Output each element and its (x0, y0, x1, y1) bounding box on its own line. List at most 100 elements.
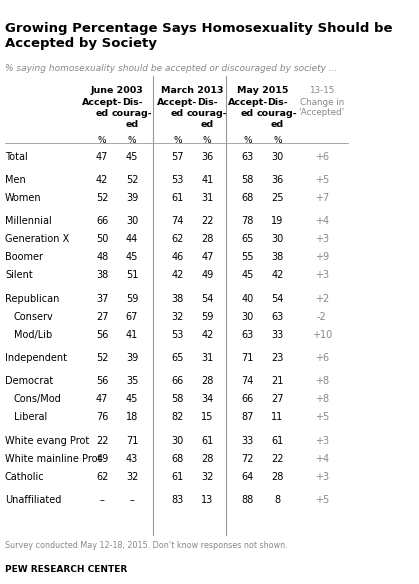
Text: 45: 45 (126, 252, 138, 262)
Text: Democrat: Democrat (5, 376, 53, 386)
Text: %: % (273, 136, 282, 145)
Text: 55: 55 (241, 252, 254, 262)
Text: 31: 31 (201, 353, 213, 363)
Text: 47: 47 (96, 152, 109, 162)
Text: 50: 50 (96, 234, 109, 244)
Text: 42: 42 (171, 270, 184, 280)
Text: 39: 39 (126, 193, 138, 203)
Text: 22: 22 (96, 436, 109, 446)
Text: %: % (203, 136, 212, 145)
Text: 19: 19 (271, 217, 284, 227)
Text: March 2013: March 2013 (161, 86, 224, 95)
Text: 28: 28 (201, 454, 214, 464)
Text: Survey conducted May 12-18, 2015. Don’t know responses not shown.: Survey conducted May 12-18, 2015. Don’t … (5, 541, 287, 550)
Text: 45: 45 (241, 270, 254, 280)
Text: +9: +9 (315, 252, 329, 262)
Text: 8: 8 (274, 495, 280, 505)
Text: 63: 63 (241, 330, 253, 340)
Text: Accept-: Accept- (158, 99, 198, 107)
Text: 65: 65 (241, 234, 254, 244)
Text: ed: ed (201, 120, 214, 129)
Text: Dis-: Dis- (197, 99, 217, 107)
Text: 65: 65 (171, 353, 184, 363)
Text: 59: 59 (126, 294, 138, 304)
Text: courag-: courag- (257, 109, 297, 119)
Text: 76: 76 (96, 412, 109, 422)
Text: ed: ed (271, 120, 284, 129)
Text: 78: 78 (241, 217, 254, 227)
Text: 31: 31 (201, 193, 213, 203)
Text: 66: 66 (241, 394, 253, 404)
Text: 71: 71 (126, 436, 138, 446)
Text: 28: 28 (201, 234, 214, 244)
Text: 54: 54 (201, 294, 214, 304)
Text: 37: 37 (96, 294, 109, 304)
Text: 13-15: 13-15 (309, 86, 334, 95)
Text: %: % (128, 136, 136, 145)
Text: Boomer: Boomer (5, 252, 43, 262)
Text: Accept-: Accept- (82, 99, 122, 107)
Text: Liberal: Liberal (14, 412, 47, 422)
Text: 32: 32 (171, 312, 184, 322)
Text: Men: Men (5, 175, 26, 185)
Text: –: – (100, 495, 105, 505)
Text: 45: 45 (126, 152, 138, 162)
Text: Women: Women (5, 193, 41, 203)
Text: 30: 30 (126, 217, 138, 227)
Text: 42: 42 (271, 270, 284, 280)
Text: 88: 88 (241, 495, 253, 505)
Text: 74: 74 (241, 376, 254, 386)
Text: % saying homosexuality should be accepted or discouraged by society ...: % saying homosexuality should be accepte… (5, 64, 337, 72)
Text: 27: 27 (96, 312, 109, 322)
Text: 36: 36 (201, 152, 213, 162)
Text: 62: 62 (171, 234, 184, 244)
Text: 15: 15 (201, 412, 214, 422)
Text: 63: 63 (241, 152, 253, 162)
Text: 28: 28 (201, 376, 214, 386)
Text: 61: 61 (171, 193, 184, 203)
Text: %: % (243, 136, 252, 145)
Text: 30: 30 (171, 436, 184, 446)
Text: +6: +6 (315, 353, 329, 363)
Text: 59: 59 (201, 312, 214, 322)
Text: 30: 30 (241, 312, 253, 322)
Text: +7: +7 (315, 193, 329, 203)
Text: 56: 56 (96, 330, 109, 340)
Text: Conserv: Conserv (14, 312, 53, 322)
Text: May 2015: May 2015 (237, 86, 288, 95)
Text: +5: +5 (315, 495, 329, 505)
Text: 30: 30 (271, 152, 284, 162)
Text: 30: 30 (271, 234, 284, 244)
Text: ‘Accepted’: ‘Accepted’ (299, 108, 345, 117)
Text: 54: 54 (271, 294, 284, 304)
Text: 13: 13 (201, 495, 213, 505)
Text: courag-: courag- (187, 109, 228, 119)
Text: 42: 42 (96, 175, 109, 185)
Text: Millennial: Millennial (5, 217, 52, 227)
Text: Dis-: Dis- (267, 99, 288, 107)
Text: 41: 41 (126, 330, 138, 340)
Text: 67: 67 (126, 312, 138, 322)
Text: +3: +3 (315, 234, 329, 244)
Text: courag-: courag- (112, 109, 153, 119)
Text: ed: ed (241, 109, 254, 119)
Text: 71: 71 (241, 353, 254, 363)
Text: 47: 47 (201, 252, 214, 262)
Text: 22: 22 (271, 454, 284, 464)
Text: 47: 47 (96, 394, 109, 404)
Text: 53: 53 (171, 175, 184, 185)
Text: 45: 45 (126, 394, 138, 404)
Text: June 2003: June 2003 (91, 86, 143, 95)
Text: +3: +3 (315, 471, 329, 482)
Text: 53: 53 (171, 330, 184, 340)
Text: 49: 49 (201, 270, 213, 280)
Text: +3: +3 (315, 270, 329, 280)
Text: 63: 63 (271, 312, 284, 322)
Text: +2: +2 (315, 294, 329, 304)
Text: 22: 22 (201, 217, 214, 227)
Text: 72: 72 (241, 454, 254, 464)
Text: 33: 33 (241, 436, 253, 446)
Text: 48: 48 (96, 252, 109, 262)
Text: 32: 32 (201, 471, 214, 482)
Text: 61: 61 (201, 436, 213, 446)
